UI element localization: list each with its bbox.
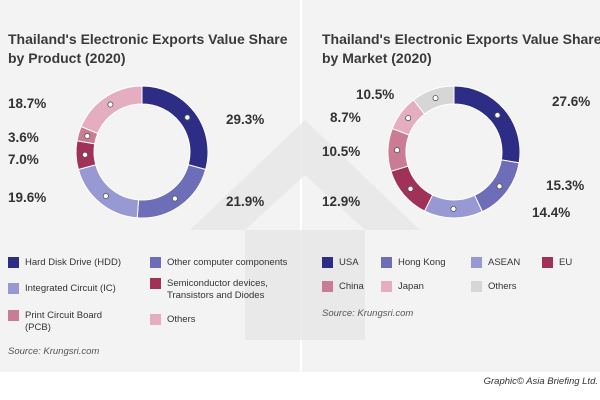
market-source-note: Source: Krungsri.com — [322, 308, 414, 319]
legend-swatch — [8, 257, 19, 268]
product-donut-chart — [75, 85, 209, 219]
legend-label: China — [339, 281, 364, 292]
legend-item-others-market: Others — [471, 281, 517, 293]
market-slice-marker-6 — [432, 95, 439, 102]
legend-item-other-computer: Other computer components — [150, 257, 287, 269]
legend-swatch — [8, 310, 19, 321]
legend-swatch — [150, 257, 161, 268]
legend-item-usa: USA — [322, 257, 359, 269]
market-slice-marker-2 — [450, 205, 457, 212]
market-chart-title: Thailand's Electronic Exports Value Shar… — [322, 31, 600, 66]
legend-swatch — [322, 281, 333, 292]
legend-item-hong-kong: Hong Kong — [381, 257, 446, 269]
market-value-label-eu: 12.9% — [322, 194, 361, 209]
legend-item-china: China — [322, 281, 364, 293]
product-slice-marker-1 — [171, 195, 178, 202]
legend-label: Japan — [398, 281, 424, 292]
legend-swatch — [150, 314, 161, 325]
market-slice-marker-0 — [494, 112, 501, 119]
product-value-label-other-computer: 21.9% — [226, 194, 265, 209]
legend-swatch — [471, 281, 482, 292]
market-value-label-japan: 8.7% — [330, 110, 361, 125]
product-source-note: Source: Krungsri.com — [8, 346, 100, 357]
legend-item-hdd: Hard Disk Drive (HDD) — [8, 257, 121, 269]
legend-label: Others — [488, 281, 517, 292]
watermark-arrow-icon — [190, 120, 420, 340]
legend-swatch — [381, 257, 392, 268]
product-slice-marker-0 — [184, 114, 191, 121]
product-value-label-others: 18.7% — [8, 96, 47, 111]
product-chart-title: Thailand's Electronic Exports Value Shar… — [8, 31, 288, 66]
market-slice-marker-1 — [496, 183, 503, 190]
legend-label: Integrated Circuit (IC) — [25, 283, 116, 294]
legend-item-asean: ASEAN — [471, 257, 520, 269]
product-slice-5 — [80, 85, 143, 135]
product-slice-marker-2 — [102, 193, 109, 200]
legend-item-others-product: Others — [150, 314, 196, 326]
legend-label: EU — [559, 257, 573, 268]
legend-item-pcb: Print Circuit Board (PCB) — [8, 310, 128, 333]
legend-item-japan: Japan — [381, 281, 424, 293]
legend-swatch — [471, 257, 482, 268]
market-donut-chart — [387, 85, 521, 219]
legend-label: ASEAN — [488, 257, 521, 268]
legend-label: Print Circuit Board (PCB) — [25, 310, 103, 333]
legend-swatch — [381, 281, 392, 292]
product-value-label-hdd: 29.3% — [226, 112, 265, 127]
market-value-label-usa: 27.6% — [552, 94, 591, 109]
market-value-label-china: 10.5% — [322, 144, 361, 159]
product-slice-1 — [136, 164, 207, 219]
product-value-label-ic: 19.6% — [8, 190, 47, 205]
product-slice-marker-3 — [82, 151, 89, 158]
market-slice-marker-5 — [405, 115, 412, 122]
product-value-label-pcb: 3.6% — [8, 130, 39, 145]
market-value-label-hong-kong: 15.3% — [546, 178, 585, 193]
legend-item-eu: EU — [542, 257, 572, 269]
legend-label: Hong Kong — [398, 257, 446, 268]
legend-label: Hard Disk Drive (HDD) — [25, 257, 122, 268]
product-slice-0 — [141, 85, 209, 171]
legend-label: Others — [167, 314, 196, 325]
market-slice-marker-3 — [407, 185, 414, 192]
legend-label: USA — [339, 257, 359, 268]
legend-swatch — [542, 257, 553, 268]
market-slice-0 — [453, 85, 521, 164]
product-slice-marker-4 — [84, 133, 91, 140]
legend-swatch — [8, 283, 19, 294]
product-slice-marker-5 — [107, 101, 114, 108]
product-slice-2 — [77, 164, 140, 219]
legend-swatch — [322, 257, 333, 268]
market-slice-marker-4 — [394, 147, 401, 154]
legend-label: Semiconductor devices, Transistors and D… — [167, 278, 268, 301]
legend-label: Other computer components — [167, 257, 288, 268]
legend-swatch — [150, 278, 161, 289]
legend-item-ic: Integrated Circuit (IC) — [8, 283, 116, 295]
market-value-label-asean: 14.4% — [532, 205, 571, 220]
product-value-label-semiconductor: 7.0% — [8, 152, 39, 167]
market-value-label-others: 10.5% — [356, 87, 395, 102]
graphic-credit: Graphic© Asia Briefing Ltd. — [483, 376, 598, 387]
legend-item-semiconductor: Semiconductor devices, Transistors and D… — [150, 278, 295, 301]
